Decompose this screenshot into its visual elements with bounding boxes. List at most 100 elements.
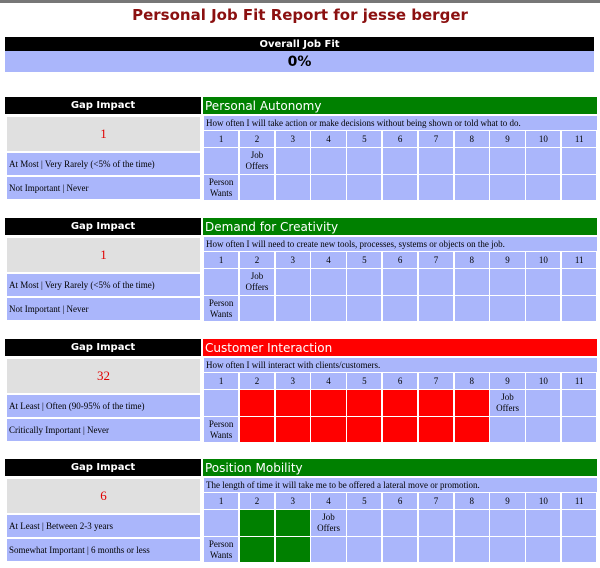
scale-number: 2 — [239, 252, 275, 268]
scale-number: 8 — [454, 252, 489, 268]
scale-number: 6 — [383, 252, 418, 268]
scale-number: 4 — [311, 131, 346, 147]
scale-number: 9 — [490, 373, 525, 389]
job-requirement: At Most | Very Rarely (<5% of the time) — [7, 274, 200, 296]
scale-number: 1 — [204, 252, 239, 268]
person-want-cell — [526, 417, 561, 442]
scale-number: 11 — [562, 373, 597, 389]
scale-number: 1 — [204, 493, 239, 509]
gap-header: Gap Impact — [5, 218, 201, 235]
person-want-cell — [311, 417, 346, 442]
job-offer-cell — [490, 510, 525, 536]
section-title: Demand for Creativity — [203, 218, 597, 235]
job-offer-cell — [526, 148, 561, 174]
scale-number: 5 — [347, 373, 382, 389]
scale-number: 11 — [562, 252, 597, 268]
question: How often I will need to create new tool… — [204, 237, 597, 251]
question: How often I will interact with clients/c… — [204, 358, 597, 372]
person-want-cell — [418, 537, 454, 562]
person-want-cell: Person Wants — [204, 175, 239, 200]
job-offer-cell — [526, 390, 561, 416]
scale-number: 4 — [311, 252, 346, 268]
person-want-cell: Person Wants — [204, 417, 239, 442]
job-offer-cell — [311, 148, 346, 174]
person-want-cell — [454, 417, 489, 442]
scale-number: 7 — [418, 131, 454, 147]
person-want-cell — [311, 175, 346, 200]
report-title: Personal Job Fit Report for jesse berger — [132, 6, 468, 24]
person-want-cell — [383, 537, 418, 562]
job-offer-cell — [347, 390, 382, 416]
scale-number: 5 — [347, 252, 382, 268]
person-want-cell — [239, 175, 275, 200]
scale-number: 7 — [418, 252, 454, 268]
job-offer-cell — [526, 269, 561, 295]
job-offer-cell — [275, 269, 310, 295]
person-importance: Somewhat Important | 6 months or less — [7, 539, 200, 561]
question: How often I will take action or make dec… — [204, 116, 597, 130]
person-want-cell — [526, 296, 561, 321]
job-offer-cell — [239, 390, 275, 416]
person-want-cell — [275, 175, 310, 200]
scale-number: 4 — [311, 373, 346, 389]
job-offer-cell — [454, 390, 489, 416]
job-offer-cell — [454, 510, 489, 536]
section-title: Position Mobility — [203, 459, 597, 476]
person-want-cell — [347, 537, 382, 562]
person-want-cell — [311, 537, 346, 562]
scale-number: 8 — [454, 131, 489, 147]
scale-number: 5 — [347, 493, 382, 509]
job-offer-cell — [347, 510, 382, 536]
job-offer-cell — [562, 390, 597, 416]
job-offer-cell — [311, 269, 346, 295]
job-offer-cell — [347, 148, 382, 174]
job-offer-cell — [418, 148, 454, 174]
person-want-cell — [562, 175, 597, 200]
job-offer-cell — [311, 390, 346, 416]
scale-number: 8 — [454, 493, 489, 509]
person-want-cell — [275, 296, 310, 321]
overall-value: 0% — [5, 51, 594, 72]
gap-value: 1 — [7, 238, 200, 272]
person-want-cell — [454, 175, 489, 200]
scale-number: 8 — [454, 373, 489, 389]
job-offer-cell — [418, 269, 454, 295]
scale-number: 6 — [383, 373, 418, 389]
person-importance: Not Important | Never — [7, 298, 200, 320]
section-title: Personal Autonomy — [203, 97, 597, 114]
gap-header: Gap Impact — [5, 339, 201, 356]
person-want-cell — [347, 417, 382, 442]
person-want-cell — [239, 537, 275, 562]
scale-number: 2 — [239, 373, 275, 389]
person-want-cell — [562, 296, 597, 321]
scale-number: 3 — [275, 373, 310, 389]
job-offer-cell — [383, 510, 418, 536]
scale-number: 10 — [526, 493, 561, 509]
person-want-cell — [383, 175, 418, 200]
overall-header: Overall Job Fit — [5, 37, 594, 51]
job-offer-cell — [383, 269, 418, 295]
job-offer-cell — [347, 269, 382, 295]
person-want-cell — [239, 296, 275, 321]
job-offer-cell — [275, 510, 310, 536]
person-want-cell — [490, 175, 525, 200]
job-offer-cell — [204, 510, 239, 536]
question: The length of time it will take me to be… — [204, 478, 597, 492]
gap-header: Gap Impact — [5, 97, 201, 114]
job-offer-cell — [275, 390, 310, 416]
scale-number: 7 — [418, 493, 454, 509]
job-offer-cell: Job Offers — [490, 390, 525, 416]
job-offer-cell — [204, 390, 239, 416]
person-want-cell — [275, 537, 310, 562]
scale-number: 7 — [418, 373, 454, 389]
scale-number: 6 — [383, 493, 418, 509]
section-title: Customer Interaction — [203, 339, 597, 356]
gap-value: 32 — [7, 359, 200, 393]
scale-number: 11 — [562, 131, 597, 147]
person-want-cell — [490, 296, 525, 321]
scale-number: 9 — [490, 131, 525, 147]
scale-number: 1 — [204, 131, 239, 147]
job-offer-cell — [204, 148, 239, 174]
person-want-cell — [562, 417, 597, 442]
job-offer-cell — [562, 510, 597, 536]
